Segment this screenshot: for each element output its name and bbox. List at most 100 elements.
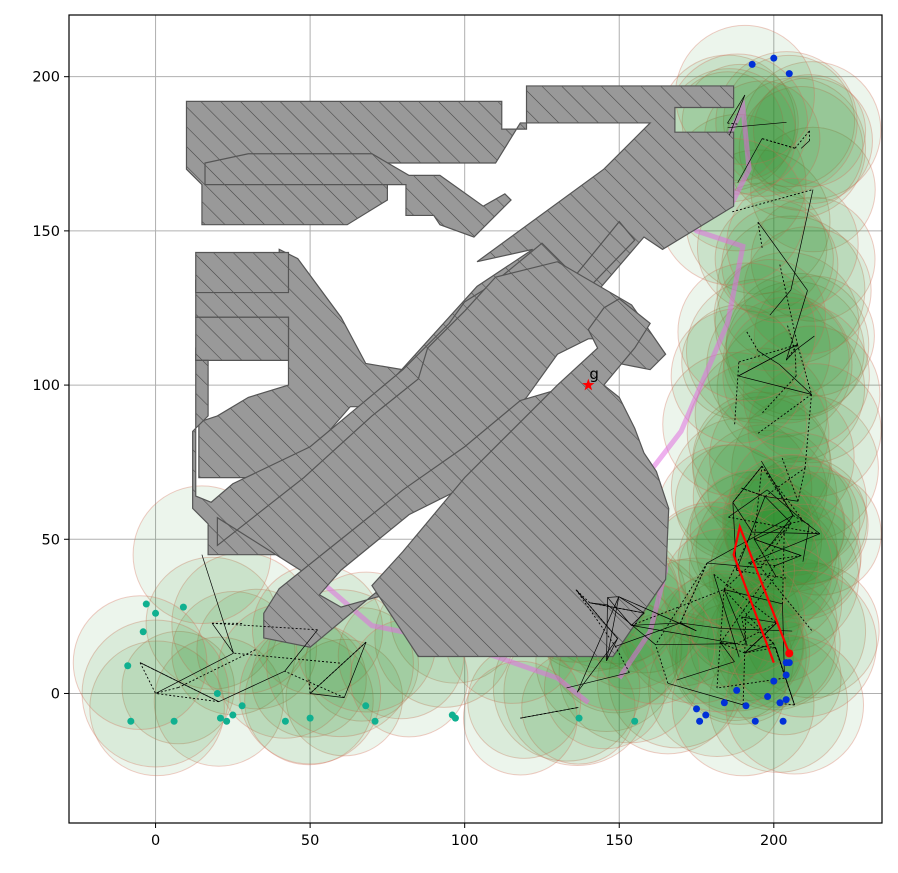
fov-circle — [742, 325, 881, 464]
graph-edge — [713, 574, 778, 624]
agent-node — [229, 711, 237, 719]
agent-node — [702, 711, 710, 719]
graph-edge — [723, 549, 767, 590]
graph-edge — [792, 515, 810, 526]
agent-node — [127, 717, 135, 725]
axis-ticks: 0 50 100 150 200 0 50 100 150 200 — [32, 70, 787, 849]
fov-circle — [722, 54, 856, 188]
fov-circle — [714, 251, 860, 397]
graph-edge — [782, 525, 785, 604]
graph-edge — [744, 643, 774, 654]
graph-edge — [766, 515, 794, 550]
agent-node — [779, 717, 787, 725]
red-path — [732, 523, 791, 664]
agent-node — [451, 714, 459, 722]
x-tick-label: 0 — [151, 833, 160, 849]
graph-edge — [727, 94, 746, 124]
plot-frame — [68, 14, 883, 824]
obstacle-right-diagonal — [371, 297, 670, 658]
graph-edge — [766, 489, 804, 522]
graph-edge — [720, 642, 745, 654]
fov-circle — [304, 607, 420, 722]
graph-edge — [716, 677, 785, 689]
graph-edge — [758, 350, 780, 365]
graph-edge — [797, 344, 812, 395]
agent-node — [152, 609, 160, 617]
graph-edge — [738, 344, 798, 377]
graph-edge — [727, 121, 787, 129]
graph-edge — [745, 575, 777, 617]
graph-edge — [794, 335, 815, 351]
graph-edge — [790, 189, 814, 291]
graph-edge — [732, 189, 814, 213]
graph-edge — [343, 641, 367, 698]
graph-edge — [139, 662, 156, 694]
obstacles — [185, 85, 735, 658]
fov-circle — [670, 308, 807, 444]
graph-edge — [707, 562, 761, 569]
fov-circle — [747, 363, 882, 498]
graph-edge — [794, 350, 797, 376]
graph-edge — [741, 616, 748, 645]
graph-edge — [606, 638, 618, 661]
agent-node — [748, 60, 756, 68]
graph-edge — [575, 589, 591, 604]
graph-edge — [680, 622, 722, 629]
graph-edge — [575, 589, 618, 639]
graph-edge — [716, 589, 725, 689]
graph-edge — [744, 622, 778, 654]
y-tick-label: 150 — [32, 224, 60, 240]
graph-edge — [729, 94, 746, 136]
graph-edge — [736, 496, 766, 571]
graph-edge — [589, 602, 645, 614]
graph-edge — [201, 554, 234, 654]
goal-marker: g — [582, 365, 599, 391]
graph-edge — [764, 467, 806, 497]
agent-node — [782, 671, 790, 679]
agent-node — [776, 699, 784, 707]
agent-node — [223, 717, 231, 725]
graph-edge — [761, 460, 794, 516]
graph-edge — [727, 122, 738, 125]
graph-edge — [680, 562, 708, 624]
graph-edge — [667, 682, 744, 706]
graph-edge — [655, 644, 669, 684]
graph-edge — [655, 562, 708, 645]
agent-node — [742, 702, 750, 710]
graph-edge — [284, 629, 318, 672]
obstacle-center-diagonal — [216, 261, 667, 578]
graph-edge — [802, 524, 810, 562]
graph-edge — [606, 597, 608, 661]
graph-edge — [737, 138, 763, 183]
obstacle-left-bar-2 — [195, 316, 290, 362]
y-tick-label: 50 — [42, 532, 60, 548]
y-tick-label: 200 — [32, 70, 60, 86]
agent-node — [306, 714, 314, 722]
graph-edge — [769, 289, 792, 316]
graph-edge — [779, 264, 798, 345]
goal-label: g — [589, 365, 599, 383]
obstacle-left-bar — [195, 251, 290, 294]
graph-edge — [606, 596, 620, 661]
graph-edge — [680, 622, 697, 632]
graph-edge — [761, 465, 804, 522]
agent-node — [216, 714, 224, 722]
graph-edge — [178, 648, 257, 689]
graph-edge — [723, 589, 774, 644]
fov-circle — [89, 640, 225, 777]
graph-edge — [761, 138, 796, 149]
agent-node — [782, 696, 790, 704]
graph-edge — [804, 394, 812, 468]
graph-edge — [736, 622, 777, 645]
graph-edge — [720, 642, 776, 648]
graph-edge — [748, 533, 820, 564]
graph-edge — [785, 344, 798, 361]
graph-edge — [728, 516, 820, 535]
fov-circle — [726, 177, 859, 311]
agent-node — [575, 714, 583, 722]
graph-edge — [760, 375, 797, 415]
graph-edge — [728, 489, 768, 518]
graph-edge — [615, 646, 630, 673]
graph-edge — [615, 622, 681, 647]
graph-edge — [212, 622, 318, 631]
